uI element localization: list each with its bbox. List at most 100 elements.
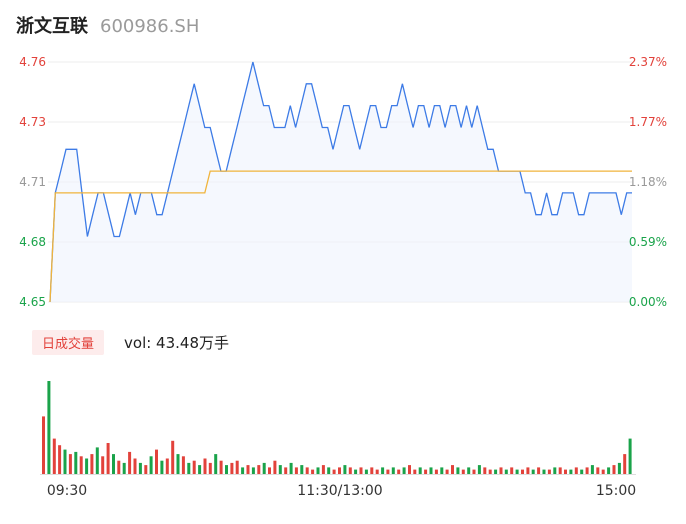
stock-header: 浙文互联 600986.SH <box>16 12 199 40</box>
volume-bar <box>343 465 347 474</box>
volume-bar <box>348 467 352 474</box>
volume-bar <box>364 469 368 474</box>
volume-bar <box>354 469 358 474</box>
time-tick-label: 11:30/13:00 <box>297 483 382 499</box>
volume-bar <box>68 454 72 474</box>
volume-bar <box>128 451 132 474</box>
volume-bar <box>117 460 121 474</box>
volume-chart[interactable]: 09:30 11:30/13:00 15:00 <box>0 354 686 524</box>
volume-bar <box>440 467 444 474</box>
volume-bar <box>391 467 395 474</box>
percent-tick-label: 0.00% <box>629 295 667 309</box>
volume-bar <box>601 469 605 474</box>
volume-bar <box>268 467 271 474</box>
volume-bar <box>402 467 406 474</box>
volume-bar <box>445 469 449 474</box>
average-price-line <box>49 170 632 303</box>
percent-tick-label: 0.59% <box>629 235 667 249</box>
volume-bar <box>230 462 234 474</box>
volume-bar <box>408 465 411 474</box>
volume-bar <box>504 469 508 474</box>
time-tick-label: 15:00 <box>596 483 636 499</box>
volume-bar <box>321 465 325 474</box>
volume-bar <box>564 469 567 474</box>
volume-bar <box>494 469 498 474</box>
volume-bar <box>251 467 255 474</box>
percent-tick-label: 2.37% <box>629 55 667 69</box>
volume-value: vol: 43.48万手 <box>124 333 230 352</box>
volume-bar <box>386 469 390 474</box>
volume-bar <box>488 469 492 474</box>
volume-bar <box>510 467 514 474</box>
volume-bar <box>418 467 422 474</box>
volume-bar <box>515 469 519 474</box>
volume-bar <box>160 460 164 474</box>
volume-bar <box>521 469 524 474</box>
volume-bar <box>101 456 105 474</box>
volume-bar <box>580 469 584 474</box>
volume-bar <box>467 467 471 474</box>
volume-bar <box>537 467 541 474</box>
stock-name: 浙文互联 <box>16 16 88 37</box>
volume-bar <box>187 462 191 474</box>
volume-period-tab[interactable]: 日成交量 <box>32 329 105 355</box>
volume-bar <box>617 462 621 474</box>
volume-bar <box>381 467 385 474</box>
volume-bar <box>327 467 331 474</box>
volume-bar <box>133 458 137 474</box>
volume-bar <box>58 445 62 474</box>
volume-bar <box>219 460 223 474</box>
time-axis: 09:30 11:30/13:00 15:00 <box>47 483 636 499</box>
volume-bar <box>569 469 573 474</box>
volume-bar <box>165 458 169 474</box>
volume-bar <box>192 460 196 474</box>
volume-bar <box>305 467 309 474</box>
volume-bar <box>257 465 261 474</box>
volume-bar <box>359 467 363 474</box>
volume-bar <box>138 462 142 474</box>
volume-bar <box>311 469 315 474</box>
volume-bar <box>338 467 341 474</box>
volume-bar <box>181 456 185 474</box>
price-tick-label: 4.76 <box>19 55 46 69</box>
volume-bar <box>424 469 428 474</box>
volume-bar <box>112 454 115 474</box>
volume-bar <box>74 451 78 474</box>
volume-bar <box>176 454 180 474</box>
volume-bar <box>122 462 126 474</box>
volume-bar <box>612 465 616 474</box>
volume-bar <box>623 454 627 474</box>
volume-bar <box>531 469 535 474</box>
volume-bar <box>63 449 67 474</box>
volume-bar <box>585 467 589 474</box>
volume-bar <box>547 469 551 474</box>
volume-bar <box>284 467 288 474</box>
volume-bar <box>499 467 503 474</box>
volume-bar <box>434 469 438 474</box>
volume-bar <box>300 465 304 474</box>
volume-bar <box>90 454 94 474</box>
volume-bars <box>40 381 636 475</box>
intraday-price-chart[interactable]: 4.76 4.73 4.71 4.68 4.65 2.37% 1.77% 1.18% 0.59… <box>0 48 686 358</box>
price-axis-left: 4.76 4.73 4.71 4.68 4.65 <box>19 55 46 309</box>
volume-bar <box>52 438 56 474</box>
volume-bar <box>106 443 110 474</box>
volume-bar <box>596 467 600 474</box>
percent-tick-label: 1.77% <box>629 115 667 129</box>
volume-bar <box>42 416 45 474</box>
volume-bar <box>85 458 89 474</box>
volume-bar <box>542 469 546 474</box>
volume-bar <box>208 462 212 474</box>
price-tick-label: 4.71 <box>19 175 46 189</box>
volume-bar <box>397 469 401 474</box>
price-tick-label: 4.65 <box>19 295 46 309</box>
volume-bar <box>95 447 99 474</box>
volume-bar <box>144 465 148 474</box>
volume-bar <box>246 465 250 474</box>
volume-bar <box>47 381 51 474</box>
volume-bar <box>332 469 336 474</box>
volume-bar <box>413 469 417 474</box>
volume-bar <box>375 469 379 474</box>
price-tick-label: 4.68 <box>19 235 46 249</box>
volume-bar <box>429 467 433 474</box>
